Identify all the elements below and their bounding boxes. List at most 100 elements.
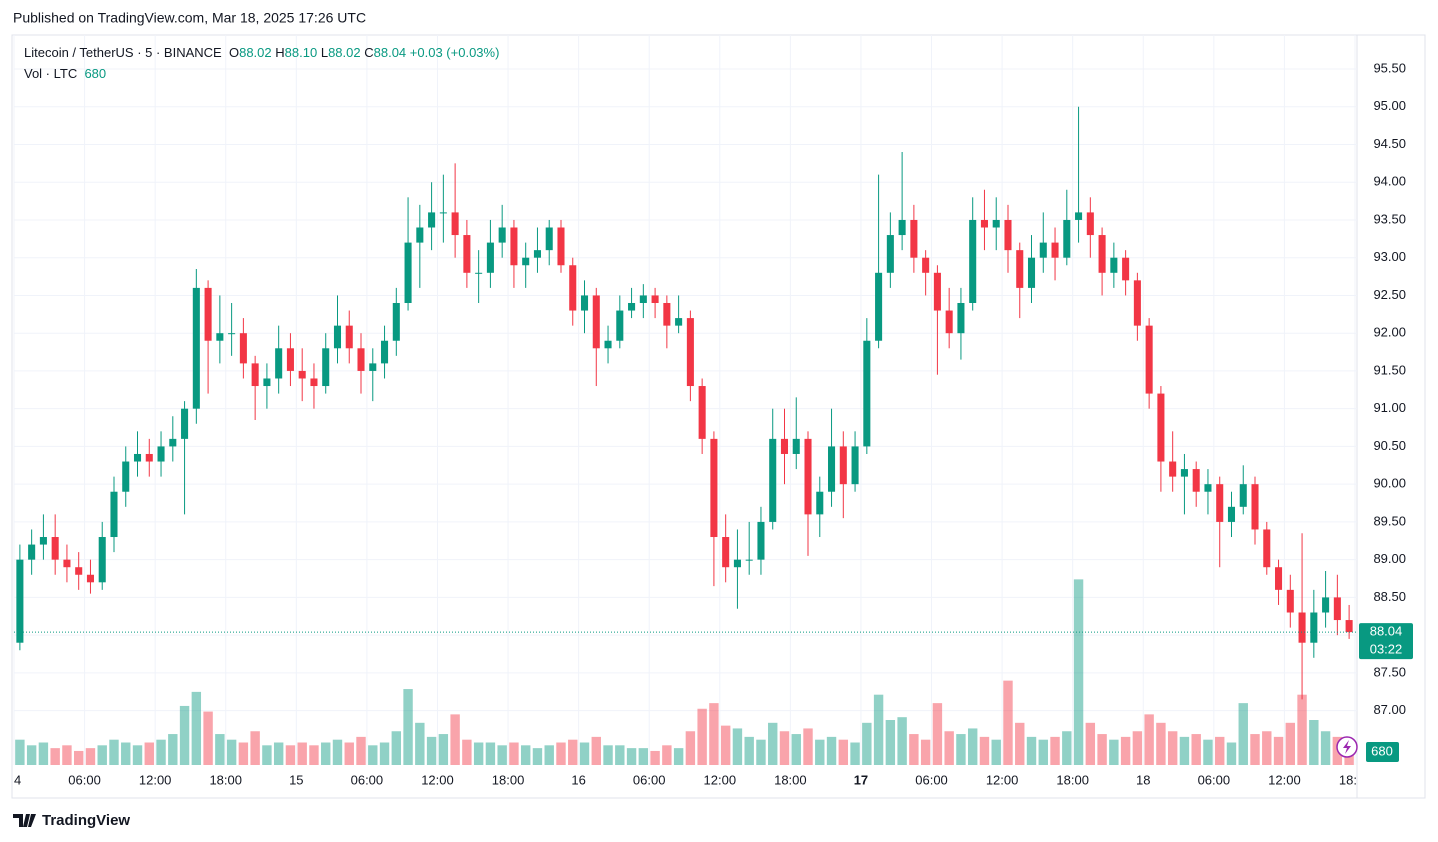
- volume-bar: [979, 736, 990, 765]
- candle-body: [1086, 212, 1094, 236]
- volume-bar: [1320, 731, 1331, 765]
- candle-body: [416, 227, 424, 243]
- volume-bar: [556, 742, 566, 765]
- candle-body: [310, 378, 318, 387]
- volume-bar: [967, 728, 978, 765]
- volume-bar: [179, 705, 190, 765]
- volume-bar: [885, 720, 896, 765]
- x-tick-label: 12:00: [986, 772, 1019, 787]
- candle-body: [145, 453, 153, 462]
- legend-label: O: [228, 45, 240, 60]
- volume-bar: [379, 742, 390, 765]
- volume-bar: [909, 734, 919, 765]
- y-tick-label: 87.50: [1373, 664, 1406, 679]
- volume-bar: [462, 739, 472, 765]
- candle-body: [828, 446, 836, 492]
- volume-bar: [615, 745, 625, 765]
- volume-bar: [1191, 734, 1201, 765]
- volume-bar: [426, 736, 437, 765]
- volume-bar: [1026, 736, 1037, 765]
- candle-body: [86, 574, 94, 583]
- legend-value: 88.04: [373, 45, 407, 60]
- plot-area: [15, 106, 1354, 765]
- candle-body: [769, 438, 777, 522]
- candle-body: [1098, 235, 1106, 273]
- legend-label: C: [364, 45, 374, 60]
- x-tick-label: 15: [289, 772, 303, 787]
- volume-bar: [920, 739, 931, 765]
- price-label-box: [1359, 623, 1413, 660]
- volume-bar: [932, 703, 943, 765]
- x-tick-label: 18:00: [492, 772, 525, 787]
- volume-bar: [1097, 734, 1107, 765]
- candle-body: [780, 438, 789, 454]
- alert-bolt: [1343, 740, 1351, 754]
- volume-bar: [791, 734, 801, 765]
- volume-bar: [250, 731, 260, 765]
- candle-body: [157, 446, 165, 462]
- volume-bar: [862, 722, 872, 765]
- logo: TradingView: [13, 812, 130, 829]
- volume-bar: [262, 745, 272, 765]
- volume-bar: [309, 745, 319, 765]
- volume-bar: [203, 711, 213, 765]
- volume-bar: [744, 736, 754, 765]
- volume-bar: [62, 745, 72, 765]
- volume-bar: [732, 728, 743, 765]
- volume-bar: [156, 739, 166, 765]
- candle-body: [980, 219, 988, 228]
- y-tick-label: 92.00: [1373, 325, 1406, 340]
- candle-body: [1110, 257, 1118, 273]
- candle-body: [333, 325, 342, 349]
- chart-frame: [11, 34, 1426, 799]
- candle-body: [686, 318, 694, 387]
- candle-body: [28, 544, 36, 560]
- volume-bar: [121, 742, 131, 765]
- x-tick-label: 06:00: [633, 772, 666, 787]
- candle-body: [133, 453, 142, 462]
- volume-bar: [473, 742, 484, 765]
- volume-bar: [1238, 703, 1248, 765]
- volume-bar: [568, 739, 578, 765]
- x-tick-label: 18:00: [209, 772, 242, 787]
- candle-body: [275, 348, 283, 379]
- volume-bar: [26, 745, 37, 765]
- candle-body: [651, 295, 659, 303]
- price-label: 88.04: [1370, 624, 1403, 639]
- volume-bar: [544, 745, 554, 765]
- volume-bar: [720, 725, 731, 765]
- x-tick-label: 12:00: [704, 772, 737, 787]
- volume-bar: [15, 739, 25, 765]
- candle-body: [1298, 612, 1306, 643]
- volume-bar: [603, 745, 613, 765]
- candle-body: [1263, 529, 1271, 568]
- candle-body: [545, 227, 553, 251]
- x-tick-label: 06:00: [1198, 772, 1231, 787]
- candle-body: [357, 348, 365, 371]
- candle-body: [1192, 469, 1200, 492]
- candle-body: [898, 219, 906, 236]
- volume-bar: [897, 717, 907, 765]
- volume-bar: [815, 739, 825, 765]
- candle-body: [498, 227, 506, 243]
- candle-body: [875, 272, 883, 341]
- volume-label: Vol · LTC: [24, 66, 78, 81]
- volume-bar: [391, 731, 402, 765]
- candle-body: [1027, 257, 1036, 288]
- candle-body: [1239, 484, 1247, 507]
- volume-label-box: [1366, 742, 1399, 762]
- candle-body: [1204, 484, 1212, 492]
- y-tick-label: 93.00: [1373, 249, 1406, 264]
- volume-bar: [520, 745, 531, 765]
- candle-body: [1275, 567, 1283, 590]
- candle-body: [98, 537, 106, 583]
- volume-bar: [1050, 736, 1060, 765]
- candle-body: [710, 438, 718, 538]
- candle-body: [439, 212, 447, 214]
- y-tick-label: 89.50: [1373, 513, 1406, 528]
- volume-bar: [532, 748, 543, 765]
- candle-body: [216, 333, 224, 341]
- candle-body: [698, 386, 706, 439]
